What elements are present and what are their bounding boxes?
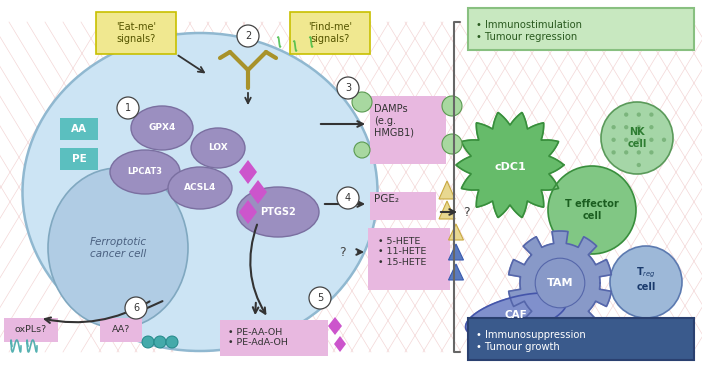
FancyBboxPatch shape <box>290 12 370 54</box>
Circle shape <box>237 25 259 47</box>
Circle shape <box>125 297 147 319</box>
Polygon shape <box>249 180 267 204</box>
Text: LPCAT3: LPCAT3 <box>128 168 162 176</box>
Circle shape <box>337 187 359 209</box>
Circle shape <box>535 258 585 308</box>
Text: PGE₂: PGE₂ <box>374 194 399 204</box>
Text: ?: ? <box>463 206 470 218</box>
Polygon shape <box>449 244 463 260</box>
Circle shape <box>624 125 628 130</box>
Circle shape <box>649 150 654 155</box>
Circle shape <box>352 92 372 112</box>
Circle shape <box>442 134 462 154</box>
Polygon shape <box>239 160 257 184</box>
Text: 4: 4 <box>345 193 351 203</box>
FancyBboxPatch shape <box>96 12 176 54</box>
Ellipse shape <box>168 167 232 209</box>
Circle shape <box>601 102 673 174</box>
Text: 1: 1 <box>125 103 131 113</box>
Circle shape <box>166 336 178 348</box>
Circle shape <box>649 138 654 142</box>
Polygon shape <box>334 336 346 352</box>
Text: 5: 5 <box>317 293 323 303</box>
FancyBboxPatch shape <box>4 318 58 342</box>
Text: cDC1: cDC1 <box>494 162 526 172</box>
Circle shape <box>649 125 654 130</box>
Text: GPX4: GPX4 <box>148 124 176 132</box>
Text: ?: ? <box>338 245 345 259</box>
Polygon shape <box>465 293 567 337</box>
Circle shape <box>548 166 636 254</box>
Text: AA?: AA? <box>112 325 130 335</box>
FancyBboxPatch shape <box>370 192 436 220</box>
Circle shape <box>142 336 154 348</box>
Ellipse shape <box>131 106 193 150</box>
Text: 2: 2 <box>245 31 251 41</box>
Text: • 5-HETE
• 11-HETE
• 15-HETE: • 5-HETE • 11-HETE • 15-HETE <box>378 237 426 267</box>
Text: LOX: LOX <box>208 144 228 152</box>
Ellipse shape <box>110 150 180 194</box>
Ellipse shape <box>22 33 378 351</box>
Ellipse shape <box>191 128 245 168</box>
Circle shape <box>309 287 331 309</box>
Circle shape <box>611 125 616 130</box>
Text: oxPLs?: oxPLs? <box>15 325 47 335</box>
Text: Ferroptotic
cancer cell: Ferroptotic cancer cell <box>89 237 147 259</box>
Circle shape <box>637 138 641 142</box>
FancyBboxPatch shape <box>468 8 694 50</box>
Text: TAM: TAM <box>547 278 574 288</box>
Polygon shape <box>439 181 455 199</box>
Text: 'Find-me'
signals?: 'Find-me' signals? <box>308 22 352 44</box>
FancyBboxPatch shape <box>60 148 98 170</box>
Ellipse shape <box>237 187 319 237</box>
Circle shape <box>637 163 641 167</box>
Text: T effector
cell: T effector cell <box>565 199 619 221</box>
FancyBboxPatch shape <box>370 96 446 164</box>
Circle shape <box>610 246 682 318</box>
FancyBboxPatch shape <box>468 318 694 360</box>
Polygon shape <box>456 113 564 217</box>
Text: • Immunosuppression
• Tumour growth: • Immunosuppression • Tumour growth <box>476 330 585 352</box>
Text: PE: PE <box>72 154 86 164</box>
FancyBboxPatch shape <box>368 228 450 290</box>
Text: ACSL4: ACSL4 <box>184 183 216 193</box>
Circle shape <box>624 150 628 155</box>
Circle shape <box>649 113 654 117</box>
FancyBboxPatch shape <box>100 318 142 342</box>
FancyBboxPatch shape <box>220 320 328 356</box>
Text: CAF: CAF <box>505 310 527 320</box>
Polygon shape <box>509 231 611 335</box>
Circle shape <box>637 113 641 117</box>
Polygon shape <box>239 200 257 224</box>
Text: DAMPs
(e.g.
HMGB1): DAMPs (e.g. HMGB1) <box>374 104 414 137</box>
Circle shape <box>624 138 628 142</box>
Text: PTGS2: PTGS2 <box>260 207 296 217</box>
Text: T$_{reg}$
cell: T$_{reg}$ cell <box>636 266 656 292</box>
Circle shape <box>624 113 628 117</box>
Circle shape <box>337 77 359 99</box>
Circle shape <box>154 336 166 348</box>
Text: AA: AA <box>71 124 87 134</box>
Circle shape <box>637 150 641 155</box>
Ellipse shape <box>48 168 188 328</box>
Circle shape <box>117 97 139 119</box>
Text: 3: 3 <box>345 83 351 93</box>
Text: NK
cell: NK cell <box>628 127 647 149</box>
Text: 'Eat-me'
signals?: 'Eat-me' signals? <box>116 22 156 44</box>
Circle shape <box>611 150 616 155</box>
Polygon shape <box>439 201 455 219</box>
Circle shape <box>662 138 666 142</box>
Polygon shape <box>328 317 342 335</box>
Circle shape <box>637 125 641 130</box>
FancyBboxPatch shape <box>60 118 98 140</box>
Circle shape <box>354 142 370 158</box>
Circle shape <box>611 138 616 142</box>
Text: 6: 6 <box>133 303 139 313</box>
Polygon shape <box>449 264 463 280</box>
Text: • Immunostimulation
• Tumour regression: • Immunostimulation • Tumour regression <box>476 20 582 42</box>
Polygon shape <box>449 224 463 240</box>
Circle shape <box>442 96 462 116</box>
Text: • PE-AA-OH
• PE-AdA-OH: • PE-AA-OH • PE-AdA-OH <box>228 328 288 347</box>
